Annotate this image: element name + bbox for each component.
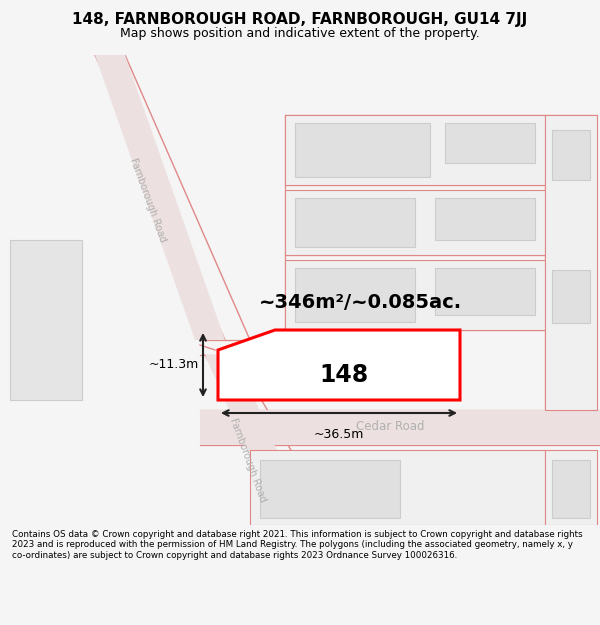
- Polygon shape: [552, 130, 590, 180]
- Polygon shape: [545, 115, 597, 410]
- Polygon shape: [285, 115, 545, 185]
- Text: ~346m²/~0.085ac.: ~346m²/~0.085ac.: [259, 294, 461, 312]
- Polygon shape: [552, 460, 590, 518]
- Polygon shape: [260, 460, 400, 518]
- Text: 148: 148: [319, 363, 368, 387]
- Polygon shape: [295, 268, 415, 322]
- Polygon shape: [250, 450, 545, 525]
- Text: Farnborough Road: Farnborough Road: [128, 156, 168, 244]
- Text: Farnborough Road: Farnborough Road: [228, 416, 268, 504]
- Polygon shape: [435, 268, 535, 315]
- Text: ~36.5m: ~36.5m: [314, 428, 364, 441]
- Polygon shape: [552, 270, 590, 323]
- Polygon shape: [95, 55, 225, 340]
- Polygon shape: [285, 190, 545, 255]
- Polygon shape: [205, 355, 310, 525]
- Text: Map shows position and indicative extent of the property.: Map shows position and indicative extent…: [120, 27, 480, 39]
- Polygon shape: [200, 410, 600, 445]
- Polygon shape: [435, 198, 535, 240]
- Text: Contains OS data © Crown copyright and database right 2021. This information is : Contains OS data © Crown copyright and d…: [12, 530, 583, 560]
- Text: ~11.3m: ~11.3m: [149, 359, 199, 371]
- Polygon shape: [295, 123, 430, 177]
- Polygon shape: [295, 198, 415, 247]
- Polygon shape: [445, 123, 535, 163]
- Polygon shape: [285, 260, 545, 330]
- Text: Cedar Road: Cedar Road: [356, 421, 424, 434]
- Polygon shape: [218, 330, 460, 400]
- Polygon shape: [10, 240, 82, 400]
- Text: 148, FARNBOROUGH ROAD, FARNBOROUGH, GU14 7JJ: 148, FARNBOROUGH ROAD, FARNBOROUGH, GU14…: [73, 12, 527, 27]
- Polygon shape: [545, 450, 597, 525]
